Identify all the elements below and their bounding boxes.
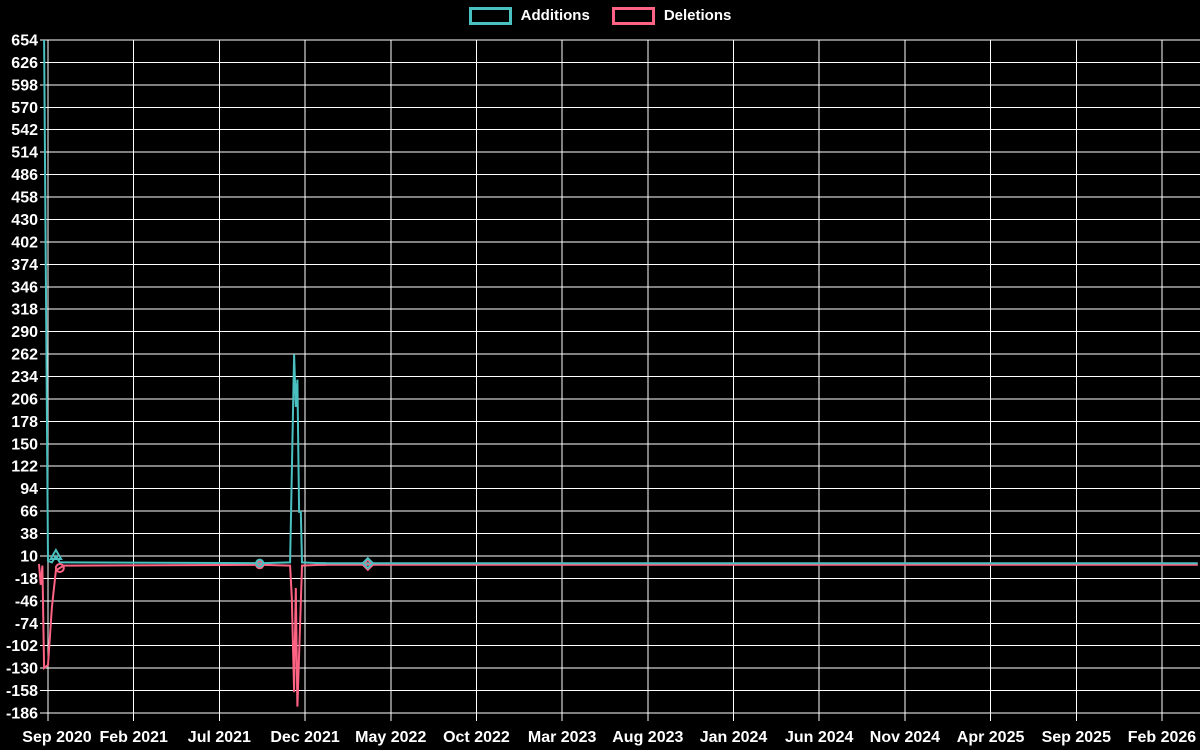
y-tick-label: -130 bbox=[6, 661, 38, 678]
marker-circle-deletions[interactable] bbox=[54, 562, 65, 573]
y-tick-label: 458 bbox=[11, 190, 38, 207]
y-tick-label: 38 bbox=[20, 526, 38, 543]
y-tick-label: 10 bbox=[20, 548, 38, 565]
x-tick-label: Jun 2024 bbox=[785, 729, 854, 746]
y-tick-label: 94 bbox=[20, 481, 38, 498]
legend-label-additions: Additions bbox=[520, 7, 590, 24]
point-markers bbox=[48, 547, 375, 573]
marker-triangle-additions[interactable] bbox=[48, 547, 63, 560]
y-tick-label: 262 bbox=[11, 347, 38, 364]
y-tick-label: 654 bbox=[11, 33, 38, 50]
y-tick-label: 346 bbox=[11, 279, 38, 296]
additions-line bbox=[43, 39, 1198, 565]
y-tick-label: -158 bbox=[6, 683, 38, 700]
x-tick-label: Nov 2024 bbox=[870, 729, 940, 746]
x-tick-label: Dec 2021 bbox=[270, 729, 339, 746]
marker-circle-additions[interactable] bbox=[255, 558, 265, 568]
y-tick-label: -74 bbox=[15, 616, 38, 633]
additions-swatch-icon bbox=[468, 7, 512, 25]
y-tick-label: 150 bbox=[11, 436, 38, 453]
y-tick-label: 290 bbox=[11, 324, 38, 341]
y-tick-labels: 654 626 598 570 542 514 486 458 430 402 374 346 318 2… bbox=[6, 33, 38, 723]
y-tick-label: 542 bbox=[11, 122, 38, 139]
y-tick-label: 122 bbox=[11, 459, 38, 476]
y-tick-label: 598 bbox=[11, 77, 38, 94]
y-tick-label: -186 bbox=[6, 706, 38, 723]
y-tick-label: 206 bbox=[11, 391, 38, 408]
y-tick-label: 570 bbox=[11, 100, 38, 117]
y-tick-label: 178 bbox=[11, 414, 38, 431]
y-tick-label: 66 bbox=[20, 504, 38, 521]
chart-legend: Additions Deletions bbox=[0, 7, 1200, 25]
y-tick-label: 626 bbox=[11, 55, 38, 72]
x-tick-label: Aug 2023 bbox=[612, 729, 683, 746]
y-tick-label: 234 bbox=[11, 369, 38, 386]
x-tick-label: Oct 2022 bbox=[443, 729, 510, 746]
x-tick-label: May 2022 bbox=[355, 729, 426, 746]
marker-diamond-deletions[interactable] bbox=[361, 558, 375, 572]
y-tick-label: 374 bbox=[11, 257, 38, 274]
x-tick-label: Feb 2021 bbox=[99, 729, 168, 746]
x-tick-label: Apr 2025 bbox=[957, 729, 1025, 746]
y-tick-label: -18 bbox=[15, 571, 38, 588]
y-tick-label: -102 bbox=[6, 638, 38, 655]
x-tick-label: Jan 2024 bbox=[700, 729, 768, 746]
y-tick-label: 402 bbox=[11, 234, 38, 251]
legend-label-deletions: Deletions bbox=[663, 7, 732, 24]
y-tick-label: 430 bbox=[11, 212, 38, 229]
x-gridlines bbox=[47, 40, 1163, 721]
deletions-line bbox=[38, 563, 1198, 707]
marker-diamond-additions[interactable] bbox=[361, 556, 375, 570]
x-tick-label: Sep 2020 bbox=[22, 729, 91, 746]
y-tick-label: 514 bbox=[11, 145, 38, 162]
legend-item-deletions[interactable]: Deletions bbox=[611, 7, 732, 25]
y-tick-label: 486 bbox=[11, 167, 38, 184]
y-gridlines bbox=[40, 39, 1200, 714]
x-tick-label: Feb 2026 bbox=[1128, 729, 1197, 746]
x-tick-label: Mar 2023 bbox=[528, 729, 597, 746]
y-tick-label: -46 bbox=[15, 593, 38, 610]
deletions-swatch-icon bbox=[611, 7, 655, 25]
x-tick-labels: Sep 2020 Feb 2021 Jul 2021 Dec 2021 May 2022… bbox=[22, 729, 1196, 746]
y-tick-label: 318 bbox=[11, 302, 38, 319]
x-tick-label: Sep 2025 bbox=[1042, 729, 1111, 746]
legend-item-additions[interactable]: Additions bbox=[468, 7, 590, 25]
x-tick-label: Jul 2021 bbox=[188, 729, 251, 746]
